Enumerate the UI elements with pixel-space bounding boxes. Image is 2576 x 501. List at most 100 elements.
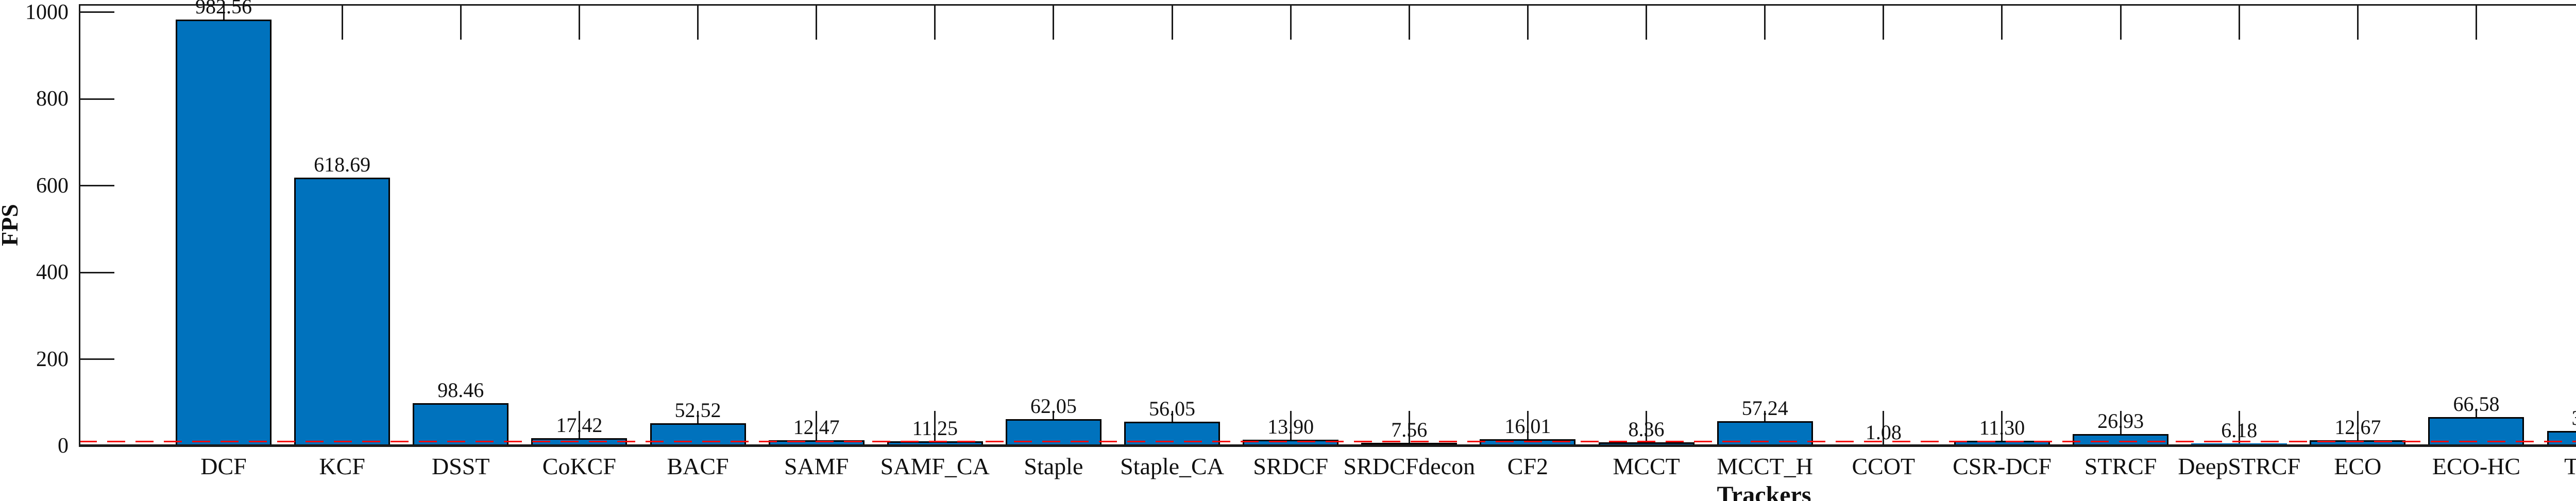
x-tick-mark-top — [460, 6, 462, 40]
bar — [1835, 445, 1931, 446]
x-axis-title: Trackers — [1717, 481, 1811, 501]
bar-value-label: 66.58 — [2453, 392, 2500, 416]
x-tick-label: STRCF — [2084, 453, 2157, 479]
x-tick-mark-bottom — [2120, 411, 2122, 445]
x-tick-label: CF2 — [1507, 453, 1549, 479]
x-tick-label: Staple — [1024, 453, 1083, 479]
x-tick-mark-bottom — [1527, 411, 1529, 445]
x-tick-label: SRDCFdecon — [1343, 453, 1476, 479]
bar-value-label: 56.05 — [1149, 396, 1196, 420]
x-tick-mark-top — [1646, 6, 1648, 40]
x-tick-mark-top — [1883, 6, 1885, 40]
bar-value-label: 12.67 — [2334, 416, 2381, 439]
y-tick-mark-left — [80, 185, 114, 187]
bar — [2191, 443, 2287, 446]
x-tick-label: CCOT — [1852, 453, 1916, 479]
bar-value-label: 11.25 — [912, 416, 958, 440]
bar — [531, 438, 628, 446]
x-tick-mark-top — [1290, 6, 1292, 40]
x-tick-label: ECO-HC — [2432, 453, 2521, 479]
bar-value-label: 11.30 — [1979, 416, 2025, 440]
x-tick-label: SAMF_CA — [880, 453, 990, 479]
x-tick-label: SAMF — [784, 453, 849, 479]
x-tick-mark-bottom — [934, 411, 936, 445]
x-tick-mark-bottom — [578, 411, 580, 445]
bar-value-label: 6.18 — [2221, 418, 2258, 442]
y-tick-mark-left — [80, 358, 114, 360]
y-tick-label: 800 — [36, 87, 69, 111]
bar-value-label: 26.93 — [2097, 409, 2144, 433]
bar-value-label: 16.01 — [1504, 414, 1551, 438]
y-tick-mark-left — [80, 98, 114, 100]
x-tick-label: CSR-DCF — [1953, 453, 2052, 479]
x-tick-mark-top — [2001, 6, 2003, 40]
x-tick-mark-bottom — [1408, 411, 1410, 445]
x-tick-mark-bottom — [1290, 411, 1292, 445]
bar-value-label: 17.42 — [556, 413, 603, 437]
bar-value-label: 13.90 — [1267, 415, 1314, 439]
x-tick-mark-top — [2475, 6, 2477, 40]
bar — [294, 177, 391, 446]
y-tick-mark-left — [80, 11, 114, 13]
x-tick-mark-bottom — [1646, 411, 1648, 445]
bar-value-label: 1.08 — [1865, 421, 1902, 444]
x-tick-mark-top — [2120, 6, 2122, 40]
bar-value-label: 34.04 — [2507, 408, 2576, 428]
x-tick-label: DSST — [432, 453, 490, 479]
y-tick-label: 0 — [58, 434, 69, 458]
y-tick-label: 1000 — [25, 0, 69, 24]
x-tick-label: DCF — [200, 453, 247, 479]
x-tick-mark-top — [1408, 6, 1410, 40]
x-tick-mark-bottom — [2001, 411, 2003, 445]
bar-value-label: 7.56 — [1391, 418, 1428, 441]
x-tick-label: MCCT — [1613, 453, 1680, 479]
bar-value-label: 618.69 — [314, 152, 371, 176]
x-tick-label: KCF — [319, 453, 365, 479]
bar — [176, 20, 272, 446]
bar — [2310, 440, 2406, 446]
x-tick-mark-top — [816, 6, 818, 40]
x-tick-label: CoKCF — [542, 453, 616, 479]
x-tick-mark-bottom — [2357, 411, 2359, 445]
bar — [887, 441, 983, 446]
y-tick-label: 400 — [36, 261, 69, 285]
bar-value-label: 52.52 — [674, 398, 721, 422]
x-tick-mark-top — [1764, 6, 1766, 40]
x-tick-label: BACF — [667, 453, 729, 479]
bar — [1954, 441, 2050, 446]
x-tick-label: Staple_CA — [1120, 453, 1224, 479]
x-tick-label: TADT — [2564, 453, 2576, 479]
bar-value-label: 982.56 — [195, 0, 252, 19]
bar — [1243, 440, 1339, 446]
bar-value-label: 57.24 — [1741, 396, 1788, 420]
bar-value-label: 12.47 — [793, 416, 840, 439]
y-tick-label: 200 — [36, 347, 69, 371]
y-tick-label: 600 — [36, 174, 69, 198]
bar-value-label: 8.36 — [1628, 417, 1665, 441]
x-tick-label: ECO — [2334, 453, 2382, 479]
bar — [1361, 442, 1458, 446]
x-tick-mark-bottom — [816, 411, 818, 445]
bar — [2547, 431, 2576, 446]
x-tick-mark-top — [697, 6, 699, 40]
x-tick-mark-top — [1053, 6, 1055, 40]
x-tick-mark-top — [578, 6, 580, 40]
bar — [768, 440, 865, 446]
bar-value-label: 98.46 — [437, 378, 484, 402]
x-tick-mark-top — [1171, 6, 1173, 40]
y-tick-mark-left — [80, 271, 114, 273]
x-tick-label: MCCT_H — [1717, 453, 1813, 479]
x-tick-mark-bottom — [1883, 411, 1885, 445]
bar — [1598, 442, 1694, 446]
bar-value-label: 62.05 — [1030, 394, 1077, 418]
x-tick-mark-top — [934, 6, 936, 40]
x-tick-mark-top — [341, 6, 343, 40]
x-tick-label: SRDCF — [1253, 453, 1329, 479]
x-tick-mark-bottom — [2238, 411, 2240, 445]
bar — [1480, 439, 1576, 446]
x-tick-mark-top — [1527, 6, 1529, 40]
x-tick-mark-top — [2357, 6, 2359, 40]
x-tick-label: DeepSTRCF — [2178, 453, 2301, 479]
x-tick-mark-top — [2238, 6, 2240, 40]
